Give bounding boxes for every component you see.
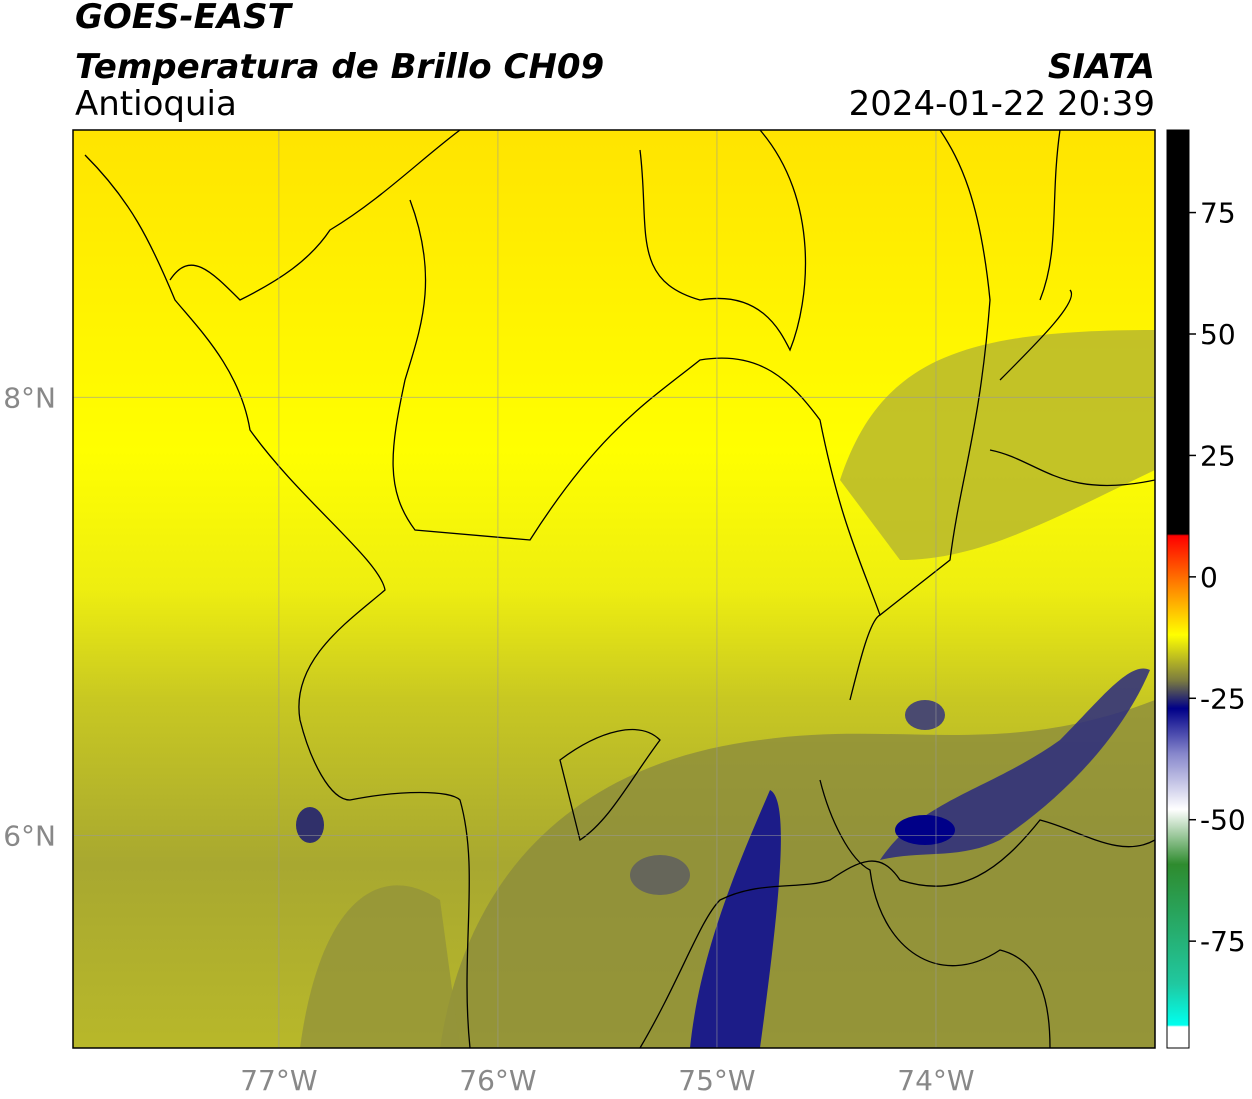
boundary	[392, 130, 991, 617]
boundary	[559, 728, 661, 842]
boundary	[819, 614, 1051, 1048]
cold-cloud	[296, 807, 324, 843]
lat-tick-label: 6°N	[3, 819, 56, 852]
colorbar	[1166, 129, 1190, 1049]
boundary	[989, 130, 1155, 487]
cold-cloud	[690, 790, 781, 1048]
colorbar-tick-label: -25	[1200, 682, 1246, 715]
source: SIATA	[1048, 47, 1155, 87]
cold-cloud	[895, 815, 955, 845]
region: Antioquia	[75, 84, 237, 124]
colorbar-tick-label: 50	[1200, 318, 1236, 351]
colorbar-tick-label: -75	[1200, 925, 1246, 958]
coast	[169, 130, 461, 301]
cold-cloud	[905, 700, 945, 730]
boundary	[639, 130, 807, 352]
map-frame	[72, 129, 1156, 1049]
colorbar-tick-label: 75	[1200, 197, 1236, 230]
cloud-field	[300, 885, 460, 1048]
lat-tick-label: 8°N	[3, 381, 56, 414]
datetime: 2024-01-22 20:39	[849, 84, 1155, 124]
boundary	[639, 819, 1155, 1048]
cloud-field	[630, 855, 690, 895]
lon-tick-label: 77°W	[240, 1064, 317, 1097]
lon-tick-label: 74°W	[897, 1064, 974, 1097]
colorbar-tick-label: 25	[1200, 439, 1236, 472]
boundary	[84, 154, 471, 1048]
lon-tick-label: 76°W	[459, 1064, 536, 1097]
cold-cloud	[880, 668, 1150, 860]
cloud-field	[840, 330, 1155, 560]
satellite-image	[73, 130, 1155, 1048]
cloud-field	[440, 700, 1155, 1048]
title: GOES-EAST	[75, 0, 294, 37]
colorbar-tick-label: -50	[1200, 804, 1246, 837]
subtitle: Temperatura de Brillo CH09	[75, 47, 604, 87]
lon-tick-label: 75°W	[678, 1064, 755, 1097]
colorbar-tick-label: 0	[1200, 561, 1218, 594]
